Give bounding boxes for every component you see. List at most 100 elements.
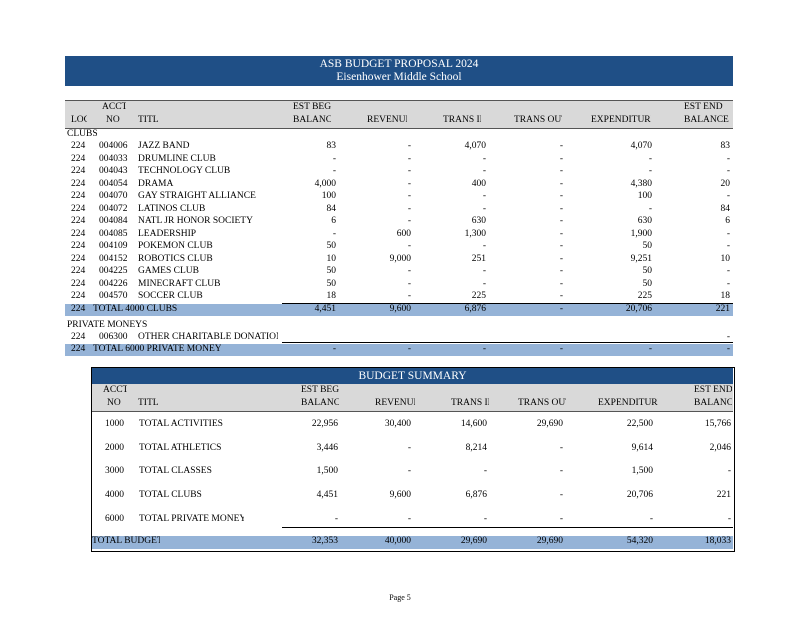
cell-trans-in: 400	[471, 178, 486, 189]
cell-trans-in: 251	[471, 253, 486, 264]
cell-trans-out: -	[559, 466, 563, 477]
summary-header-est-end: EST END	[694, 385, 732, 395]
cell-expenditures: 1,900	[630, 228, 652, 239]
cell-trans-in: 225	[471, 291, 486, 301]
cell-trans-out: -	[559, 344, 563, 354]
cell-est-beg: 4,000	[314, 178, 336, 189]
cell-trans-out: -	[559, 513, 563, 524]
cell-expenditures: 20,706	[625, 304, 652, 314]
cell-est-end: 18,033	[704, 536, 731, 546]
header-acct: ACCT	[102, 102, 126, 112]
private-total-row: 224 TOTAL 6000 PRIVATE MONEYS - - - - - -	[65, 344, 733, 356]
total-row-cells: 1000 TOTAL ACTIVITIES 22,956 30,400 14,600 29…	[92, 419, 733, 432]
cell-trans-out: -	[559, 266, 563, 276]
cell-loc: 224	[71, 216, 86, 226]
cell-trans-in: -	[482, 203, 486, 214]
cell-est-end: -	[726, 241, 730, 251]
cell-est-beg: 10	[326, 253, 337, 264]
cell-revenue: -	[407, 466, 411, 477]
cell-trans-in: -	[482, 278, 486, 289]
cell-revenue: -	[407, 442, 411, 453]
cell-acct: 1000	[105, 419, 124, 429]
subtotal-rule-private	[282, 342, 733, 343]
header-est-end: EST END	[684, 102, 723, 112]
cell-est-beg: 83	[326, 141, 337, 151]
cell-title: GAMES CLUB	[138, 266, 199, 276]
cell-acct: 6000	[105, 513, 124, 524]
cell-acct: 004225	[99, 266, 128, 276]
cell-est-beg: 4,451	[314, 304, 336, 314]
cell-est-end: -	[726, 191, 730, 201]
cell-est-end: 6	[725, 216, 730, 226]
cell-acct: 004570	[99, 291, 128, 301]
cell-est-end: 20	[720, 178, 731, 189]
cell-trans-out: -	[559, 178, 563, 189]
cell-trans-out: -	[559, 241, 563, 251]
cell-title: TOTAL BUDGET	[92, 536, 160, 546]
clubs-total-row: 224 TOTAL 4000 CLUBS 4,451 9,600 6,876 - 20,70…	[65, 304, 733, 316]
cell-revenue: 9,600	[389, 490, 411, 501]
cell-loc: 224	[71, 253, 86, 264]
cell-est-end: -	[727, 513, 731, 524]
cell-revenue: 30,400	[384, 419, 411, 429]
cell-est-beg: 18	[326, 291, 337, 301]
cell-trans-in: 29,690	[460, 536, 487, 546]
cell-trans-out: 29,690	[536, 419, 563, 429]
cell-est-end: 83	[720, 141, 731, 151]
cell-expenditures: 54,320	[626, 536, 653, 546]
cell-title: OTHER CHARITABLE DONATIONS	[138, 332, 278, 342]
cell-trans-in: 1,300	[464, 228, 486, 239]
cell-trans-in: 14,600	[460, 419, 487, 429]
cell-expenditures: 4,380	[630, 178, 652, 189]
cell-title: TOTAL 4000 CLUBS	[93, 304, 178, 314]
total-row-cells: 224 TOTAL 4000 CLUBS 4,451 9,600 6,876 - 20,70…	[65, 304, 733, 316]
cell-trans-in: 630	[471, 216, 486, 226]
cell-expenditures: -	[649, 513, 653, 524]
cell-title: TOTAL 6000 PRIVATE MONEYS	[93, 344, 221, 354]
total-row-cells: 4000 TOTAL CLUBS 4,451 9,600 6,876 - 20,706 221	[92, 490, 733, 503]
cell-acct: 004152	[99, 253, 128, 264]
page-number: Page 5	[389, 593, 411, 602]
cell-est-end: 18	[720, 291, 731, 301]
cell-revenue: 40,000	[384, 536, 411, 546]
cell-est-end: -	[726, 266, 730, 276]
cell-trans-out: -	[559, 304, 563, 314]
cell-acct: 2000	[105, 442, 124, 453]
cell-trans-in: -	[483, 513, 487, 524]
table-row: 224 004084 NATL JR HONOR SOCIETY 6 - 630 - 630 6	[65, 215, 733, 228]
cell-est-beg: -	[332, 228, 336, 239]
table-row: 224 004033 DRUMLINE CLUB - - - - - -	[65, 153, 733, 166]
cell-loc: 224	[71, 153, 86, 164]
cell-est-end: -	[726, 344, 730, 354]
cell-revenue: -	[407, 344, 411, 354]
summary-header-end-balance: BALANCE	[694, 398, 732, 408]
cell-expenditures: 4,070	[630, 141, 652, 151]
cell-trans-in: 4,070	[464, 141, 486, 151]
cell-loc: 224	[71, 166, 86, 176]
cell-trans-out: -	[559, 203, 563, 214]
cell-acct: 004033	[99, 153, 128, 164]
total-row-cells: 224 TOTAL 6000 PRIVATE MONEYS - - - - - -	[65, 344, 733, 356]
cell-revenue: -	[407, 278, 411, 289]
cell-acct: 004084	[99, 216, 128, 226]
section-label-private: PRIVATE MONEYS	[67, 320, 148, 330]
cell-revenue: -	[407, 203, 411, 214]
school-name: Eisenhower Middle School	[336, 71, 462, 83]
cell-loc: 224	[71, 241, 86, 251]
cell-expenditures: 50	[642, 241, 653, 251]
cell-expenditures: 630	[637, 216, 652, 226]
cell-est-beg: 3,446	[316, 442, 338, 453]
cell-acct: 004072	[99, 203, 128, 214]
summary-row: 4000 TOTAL CLUBS 4,451 9,600 6,876 - 20,706 221	[92, 490, 733, 503]
cell-est-end: 84	[720, 203, 731, 214]
cell-est-end: -	[726, 153, 730, 164]
total-row-cells: 3000 TOTAL CLASSES 1,500 - - - 1,500 -	[92, 466, 733, 479]
cell-est-beg: 100	[321, 191, 336, 201]
header-end-balance: BALANCE	[684, 115, 729, 125]
cell-revenue: -	[407, 513, 411, 524]
table-row: 224 006300 OTHER CHARITABLE DONATIONS -	[65, 331, 733, 344]
summary-row: 2000 TOTAL ATHLETICS 3,446 - 8,214 - 9,614 2,04…	[92, 443, 733, 456]
cell-acct: 3000	[105, 466, 124, 477]
